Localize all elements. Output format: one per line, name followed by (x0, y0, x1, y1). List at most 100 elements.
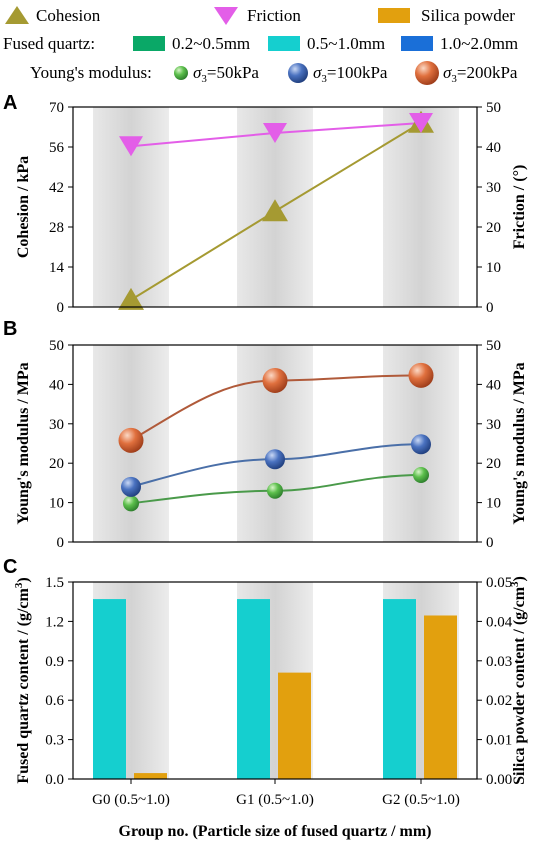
cohesion-point-1 (262, 199, 288, 222)
category-band-2 (383, 107, 459, 307)
legend-quartz-02-05-label: 0.2~0.5mm (172, 34, 250, 53)
legend: Cohesion Friction Silica powder Fused qu… (3, 6, 518, 85)
legend-cohesion-marker (5, 6, 29, 24)
silica-bar-2 (424, 615, 457, 779)
legend-quartz-10-20-swatch (401, 36, 433, 51)
youngs-e200-point-0 (118, 427, 144, 453)
panel-c-ticks: 0.0 0.3 0.6 0.9 1.2 1.5 0.00 0.01 0.02 0.03 0.04 0.… (45, 575, 513, 788)
right-tick-label: 40 (486, 377, 501, 393)
quartz-bar-0 (93, 599, 126, 779)
legend-youngs-title: Young's modulus: (30, 63, 152, 82)
quartz-bar-1 (237, 599, 270, 779)
right-tick-label: 0 (486, 300, 494, 316)
panel-c-right-axis-label: Silica powder content / (g/cm3) (509, 576, 528, 785)
silica-bar-0 (134, 773, 167, 779)
category-tick-label-0: G0 (0.5~1.0) (92, 792, 170, 808)
legend-silica-label: Silica powder (421, 6, 515, 25)
right-tick-label: 30 (486, 417, 501, 433)
panel-c-chart: 0.0 0.3 0.6 0.9 1.2 1.5 0.00 0.01 0.02 0.03 0.04 0.… (13, 575, 528, 840)
panel-a-series (118, 110, 434, 310)
left-tick-label: 70 (49, 100, 64, 116)
legend-e200-marker (415, 61, 439, 85)
right-tick-label: 0.03 (486, 654, 512, 670)
left-tick-label: 42 (49, 180, 64, 196)
legend-quartz-05-10-label: 0.5~1.0mm (307, 34, 385, 53)
youngs-e50-point-1 (267, 482, 283, 499)
right-tick-label: 50 (486, 100, 501, 116)
right-tick-label: 20 (486, 456, 501, 472)
panel-b-frame (72, 344, 478, 543)
panel-b-chart: 0 10 20 30 40 50 0 10 20 30 40 50 Young's modulus /… (15, 338, 528, 551)
legend-friction-marker (214, 7, 238, 25)
panel-a-chart: 0 14 28 42 56 70 0 10 20 30 40 50 Cohesion / kPa Fr… (15, 100, 528, 316)
right-tick-label: 30 (486, 180, 501, 196)
panel-b-series (118, 362, 434, 512)
right-tick-label: 0.02 (486, 693, 512, 709)
category-tick-label-2: G2 (0.5~1.0) (382, 792, 460, 808)
panel-a-left-axis-label: Cohesion / kPa (15, 156, 32, 258)
youngs-e50-point-2 (413, 467, 429, 484)
youngs-e200-point-2 (408, 362, 434, 388)
youngs-e100-point-1 (265, 449, 285, 470)
legend-quartz-02-05-swatch (133, 36, 165, 51)
panel-label-c: C (3, 556, 17, 578)
right-tick-label: 0.04 (486, 614, 513, 630)
left-tick-label: 14 (49, 260, 65, 276)
left-tick-label: 0.9 (45, 654, 64, 670)
legend-friction-label: Friction (247, 6, 301, 25)
left-tick-label: 20 (49, 456, 64, 472)
right-tick-label: 0.05 (486, 575, 512, 591)
left-tick-label: 0.3 (45, 733, 64, 749)
left-tick-label: 0.6 (45, 693, 64, 709)
right-tick-label: 0.00 (486, 772, 512, 788)
left-tick-label: 50 (49, 338, 64, 354)
panel-b-left-axis-label: Young's modulus / MPa (15, 362, 32, 524)
panel-a-ticks: 0 14 28 42 56 70 0 10 20 30 40 50 (49, 100, 501, 316)
left-tick-label: 10 (49, 496, 64, 512)
left-tick-label: 28 (49, 220, 64, 236)
panel-a-frame (72, 106, 478, 308)
panel-b-right-axis-label: Young's modulus / MPa (511, 362, 528, 524)
left-tick-label: 1.5 (45, 575, 64, 591)
legend-e50-label: σ3=50kPa (193, 63, 259, 85)
panel-c-left-axis-label: Fused quartz content / (g/cm3) (13, 577, 32, 783)
friction-point-0 (119, 136, 143, 157)
legend-quartz-05-10-swatch (268, 36, 300, 51)
friction-point-1 (263, 123, 287, 143)
legend-e100-marker (288, 63, 308, 83)
left-tick-label: 0 (57, 535, 65, 551)
right-tick-label: 0.01 (486, 733, 512, 749)
x-axis-label: Group no. (Particle size of fused quartz… (119, 823, 432, 840)
right-tick-label: 50 (486, 338, 501, 354)
quartz-bar-2 (383, 599, 416, 779)
left-tick-label: 1.2 (45, 614, 64, 630)
panel-b-ticks: 0 10 20 30 40 50 0 10 20 30 40 50 (49, 338, 501, 551)
legend-e50-marker (174, 66, 188, 80)
youngs-e50-point-0 (123, 495, 139, 512)
youngs-e100-point-0 (121, 476, 141, 497)
right-tick-label: 20 (486, 220, 501, 236)
right-tick-label: 0 (486, 535, 494, 551)
right-tick-label: 10 (486, 260, 501, 276)
panel-c-category-ticks: G0 (0.5~1.0) G1 (0.5~1.0) G2 (0.5~1.0) (92, 779, 460, 808)
left-tick-label: 30 (49, 417, 64, 433)
panel-c-series (93, 599, 457, 779)
cohesion-point-0 (118, 287, 144, 310)
right-tick-label: 10 (486, 496, 501, 512)
panel-label-a: A (3, 92, 17, 114)
panel-a-right-axis-label: Friction / (°) (511, 165, 528, 250)
legend-e100-label: σ3=100kPa (313, 63, 388, 85)
left-tick-label: 56 (49, 140, 65, 156)
legend-silica-swatch (378, 8, 410, 23)
left-tick-label: 40 (49, 377, 64, 393)
legend-cohesion-label: Cohesion (36, 6, 101, 25)
legend-fused-quartz-title: Fused quartz: (3, 34, 95, 53)
legend-e200-label: σ3=200kPa (443, 63, 518, 85)
youngs-e200-point-1 (262, 367, 288, 393)
youngs-e100-point-2 (411, 434, 431, 455)
left-tick-label: 0 (57, 300, 65, 316)
category-tick-label-1: G1 (0.5~1.0) (236, 792, 314, 808)
left-tick-label: 0.0 (45, 772, 64, 788)
panel-label-b: B (3, 318, 17, 340)
